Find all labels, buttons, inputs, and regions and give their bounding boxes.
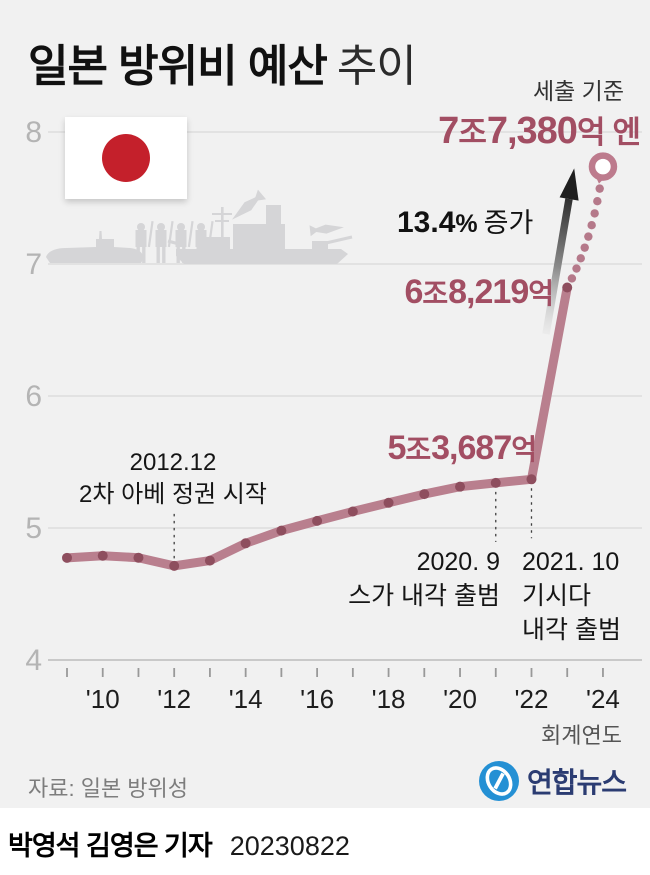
- increase-arrow-icon: [542, 168, 579, 335]
- value-unit: 엔: [612, 115, 641, 150]
- increase-value: 13.4: [397, 206, 456, 239]
- yonhap-logo: 연합뉴스: [478, 760, 627, 802]
- data-point: [419, 489, 430, 500]
- value-digit: 3,687: [431, 429, 512, 467]
- fighter-jet-icon: [227, 189, 267, 225]
- data-point: [312, 515, 323, 526]
- agency-name: 연합뉴스: [526, 767, 627, 798]
- byline-strip: 박영석 김영은 기자 20230822: [0, 808, 650, 875]
- x-tick-label: '16: [300, 684, 334, 714]
- value-label-2022: 5조3,687억: [387, 428, 537, 468]
- data-point: [383, 497, 394, 508]
- x-tick-label: '22: [515, 684, 549, 714]
- projection-dot: [576, 254, 585, 263]
- x-axis-unit-label: 회계연도: [541, 723, 622, 748]
- event-text: 내각 출범: [522, 616, 621, 644]
- flag-red-circle-icon: [102, 134, 150, 182]
- data-point: [455, 481, 466, 492]
- value-digit: 8,219: [448, 273, 529, 311]
- data-point: [276, 525, 287, 536]
- value-digit: 7: [438, 110, 459, 152]
- x-tick-label: '18: [372, 684, 406, 714]
- fighter-jet-icon: [309, 221, 345, 237]
- data-point: [490, 477, 501, 488]
- event-annotation-kishida: 2021. 10 기시다 내각 출범: [522, 545, 621, 647]
- projection-dot: [584, 232, 593, 241]
- yonhap-logo-icon: [478, 761, 519, 801]
- budget-line-series: [62, 152, 618, 571]
- data-point: [133, 552, 144, 563]
- data-point: [526, 474, 537, 485]
- basis-note: 세출 기준: [532, 78, 624, 104]
- data-point: [97, 550, 108, 561]
- y-axis-label: 8: [25, 116, 42, 149]
- submarine-silhouette: [46, 231, 144, 263]
- y-axis-label: 7: [25, 248, 42, 281]
- value-unit: 억: [511, 434, 537, 465]
- data-point: [169, 560, 180, 571]
- event-annotation-abe: 2012.12 2차 아베 정권 시작: [79, 447, 267, 511]
- event-date: 2021. 10: [522, 548, 620, 576]
- percent-sign: %: [455, 210, 478, 238]
- increase-annotation: 13.4% 증가: [397, 201, 533, 240]
- value-label-2024: 7조7,380억 엔: [438, 107, 641, 153]
- title-main: 일본 방위비 예산: [28, 42, 328, 91]
- x-tick-label: '12: [157, 684, 191, 714]
- data-point: [62, 552, 72, 563]
- japan-flag: [65, 117, 187, 199]
- event-text: 스가 내각 출범: [348, 582, 500, 610]
- x-tick-label: '20: [443, 684, 477, 714]
- x-tick-label: '24: [586, 684, 620, 714]
- value-unit: 억: [576, 115, 606, 150]
- event-date: 2012.12: [129, 449, 217, 476]
- source-note: 자료: 일본 방위성: [28, 776, 189, 801]
- event-date: 2020. 9: [416, 548, 500, 576]
- y-axis-label: 5: [25, 512, 42, 545]
- value-digit: 7,380: [486, 110, 578, 152]
- projection-dot: [580, 243, 589, 252]
- projection-dot: [590, 209, 599, 218]
- projection-dot: [593, 197, 602, 206]
- increase-text: 증가: [483, 208, 534, 238]
- event-annotation-suga: 2020. 9 스가 내각 출범: [348, 545, 500, 613]
- value-unit: 조: [405, 434, 432, 465]
- x-tick-label: '10: [86, 684, 120, 714]
- value-unit: 조: [422, 278, 449, 309]
- page-title: 일본 방위비 예산 추이: [28, 30, 417, 94]
- data-point: [204, 555, 215, 566]
- projection-dot: [587, 221, 596, 230]
- value-digit: 6: [404, 273, 423, 311]
- warship-silhouette: [167, 205, 353, 264]
- event-dashed-lines: [173, 488, 533, 559]
- reporter-byline: 박영석 김영은 기자: [8, 831, 213, 861]
- data-point: [347, 506, 358, 517]
- data-point: [240, 538, 251, 549]
- projection-dot: [572, 264, 581, 273]
- y-axis-label: 6: [25, 380, 42, 413]
- publish-date: 20230822: [229, 831, 350, 861]
- title-sub: 추이: [336, 42, 417, 91]
- event-text: 2차 아베 정권 시작: [79, 481, 267, 508]
- chart-gridlines: 8 7 6 5 4 '10 '12 '14 '16 '18 '20 '22 '24: [25, 116, 642, 714]
- value-label-2023: 6조8,219억: [404, 272, 554, 312]
- projection-dot: [595, 184, 604, 193]
- value-unit: 조: [458, 115, 487, 150]
- y-axis-label: 4: [25, 644, 42, 677]
- event-text: 기시다: [522, 582, 592, 610]
- projection-pin: [588, 152, 618, 181]
- value-unit: 억: [528, 278, 554, 309]
- x-tick-label: '14: [229, 684, 263, 714]
- projection-dot: [567, 274, 577, 283]
- military-silhouette-graphic: [46, 189, 353, 264]
- value-digit: 5: [387, 429, 406, 467]
- data-point: [562, 282, 573, 293]
